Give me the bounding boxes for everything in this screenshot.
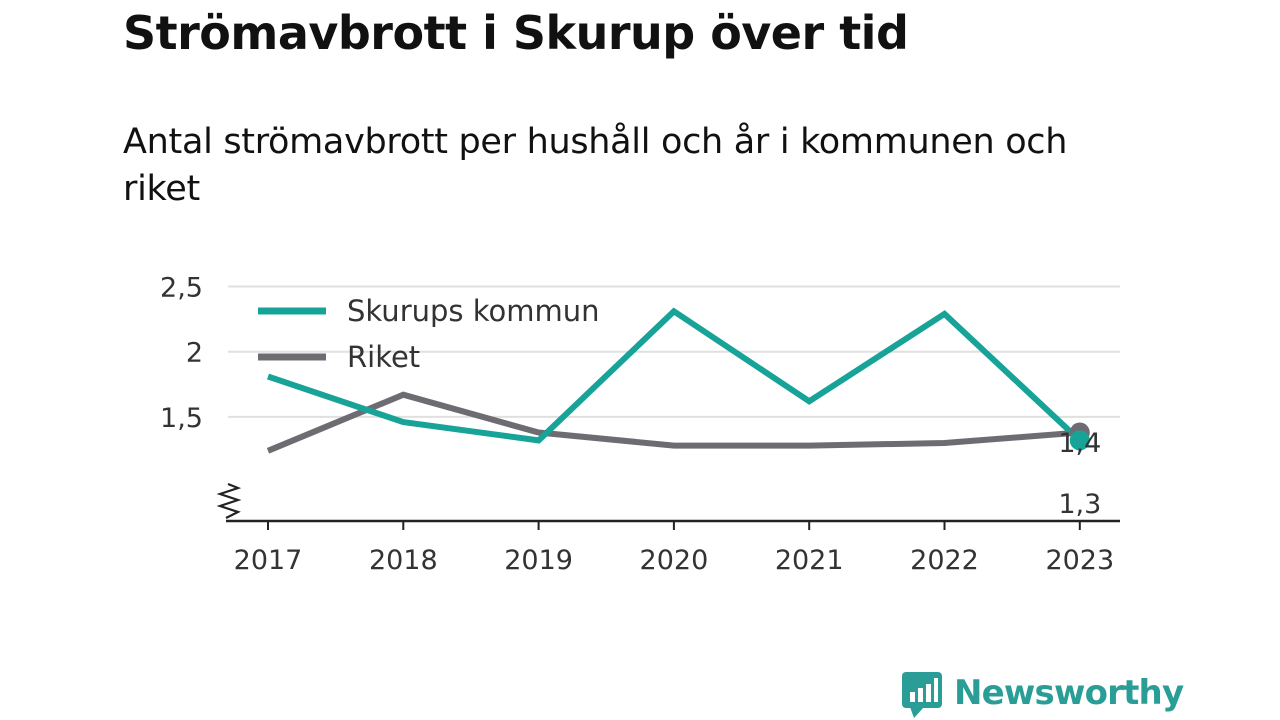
y-tick-label: 1,5 xyxy=(160,403,203,434)
legend-label: Skurups kommun xyxy=(347,294,600,328)
x-tick-label: 2022 xyxy=(910,545,979,576)
chart-title: Strömavbrott i Skurup över tid xyxy=(123,6,909,60)
grid-lines xyxy=(228,285,1120,418)
y-tick-label: 2 xyxy=(186,338,203,369)
newsworthy-logo: Newsworthy xyxy=(902,668,1184,718)
legend-label: Riket xyxy=(347,340,420,374)
end-value-label: 1,4 xyxy=(1058,428,1101,459)
series-lines xyxy=(266,307,1082,454)
end-value-label: 1,3 xyxy=(1058,489,1101,520)
legend: Skurups kommun Riket xyxy=(258,294,600,374)
bar-chart-speech-bubble-icon xyxy=(902,672,942,718)
end-markers: 1,3 1,4 xyxy=(1058,422,1101,520)
x-axis: 2017 2018 2019 2020 2021 2022 2023 xyxy=(226,519,1120,576)
y-axis: 1,5 2 2,5 xyxy=(160,273,242,519)
x-tick-label: 2017 xyxy=(234,545,303,576)
series-line-0 xyxy=(267,307,1082,444)
end-point-marker xyxy=(1069,430,1090,451)
x-tick-label: 2023 xyxy=(1045,545,1114,576)
chart-subtitle: Antal strömavbrott per hushåll och år i … xyxy=(123,122,1068,209)
series-line-1 xyxy=(266,391,1081,454)
x-tick-label: 2018 xyxy=(369,545,438,576)
axis-break-icon xyxy=(216,482,242,519)
y-tick-label: 2,5 xyxy=(160,273,203,304)
brand-name: Newsworthy xyxy=(954,673,1184,713)
x-tick-label: 2021 xyxy=(775,545,844,576)
x-tick-label: 2020 xyxy=(640,545,709,576)
x-tick-label: 2019 xyxy=(504,545,573,576)
